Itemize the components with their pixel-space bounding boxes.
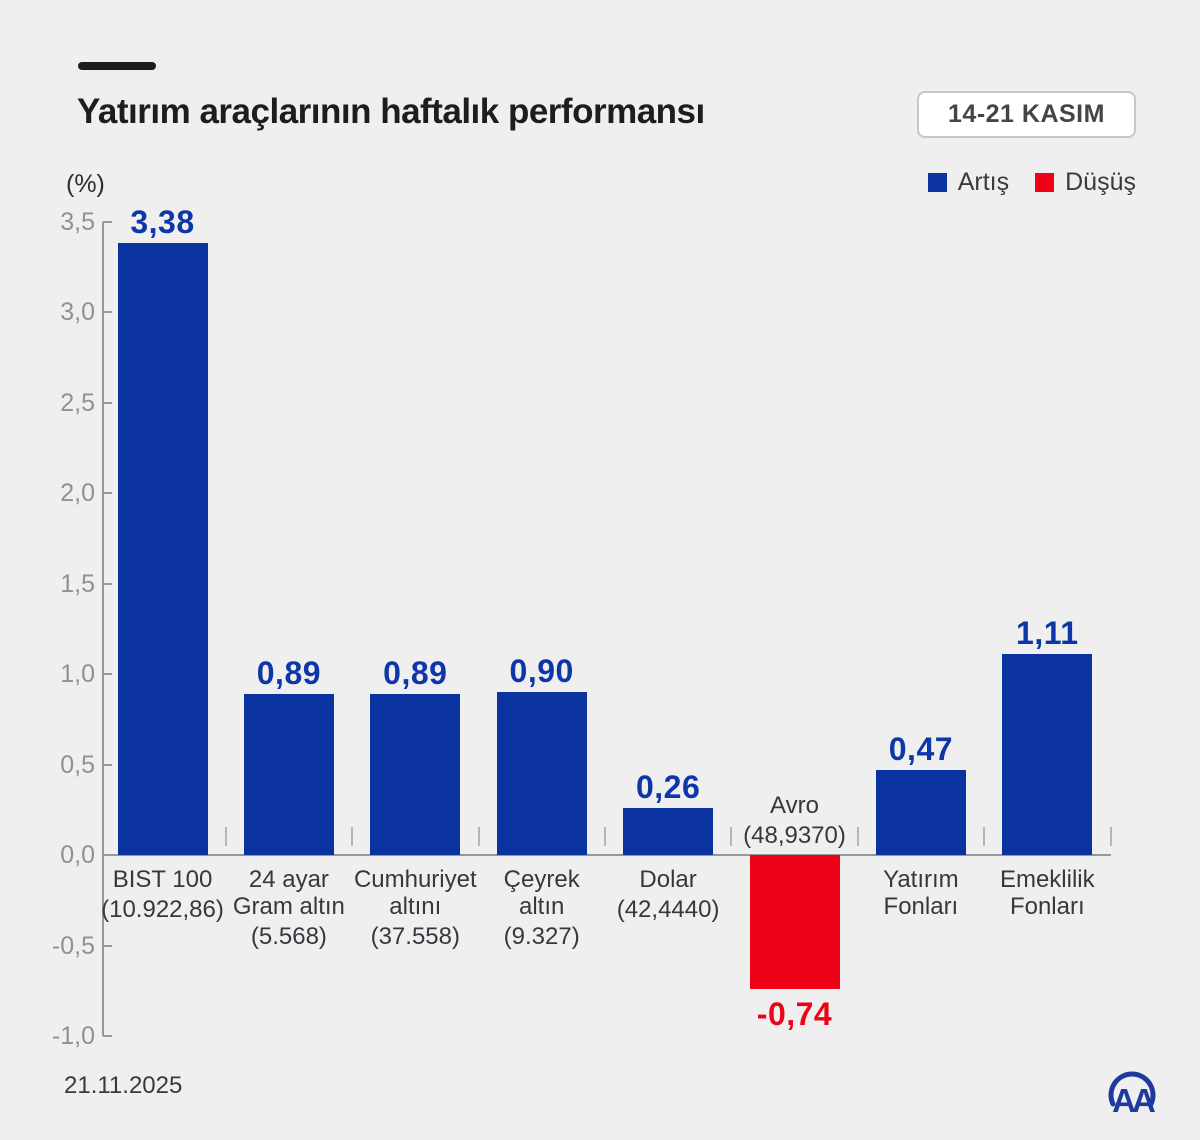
bar-value-label: 0,89 bbox=[256, 654, 322, 691]
category-label: BIST 100 (10.922,86) bbox=[71, 866, 255, 923]
bar-value-label: 0,47 bbox=[888, 730, 954, 767]
y-tick-mark bbox=[103, 582, 112, 585]
bar-value-label: 0,89 bbox=[383, 654, 448, 691]
y-tick-label: 0,5 bbox=[60, 750, 95, 779]
bar-value-label: 1,11 bbox=[1016, 615, 1079, 652]
category-detail-value: (10.922,86) bbox=[101, 896, 224, 923]
bar-bist-100 bbox=[117, 243, 208, 855]
category-name-line: Gram altın bbox=[232, 893, 345, 920]
category-tick-mark bbox=[351, 827, 354, 846]
y-axis-line bbox=[102, 221, 104, 1036]
category-tick-mark bbox=[603, 827, 606, 846]
bar-value-label: 0,26 bbox=[635, 768, 701, 805]
footer-date: 21.11.2025 bbox=[64, 1072, 183, 1099]
category-name-line: Fonları bbox=[883, 893, 959, 920]
date-range-badge: 14-21 KASIM bbox=[917, 91, 1136, 138]
category-tick-mark bbox=[477, 827, 480, 846]
bar-cumhuriyet-altını bbox=[370, 693, 461, 855]
y-tick-mark bbox=[103, 311, 112, 313]
legend-decrease-swatch-icon bbox=[1035, 173, 1055, 192]
y-tick-mark bbox=[103, 673, 112, 675]
legend-decrease-label: Düşüş bbox=[1065, 168, 1136, 196]
category-tick-mark bbox=[983, 827, 986, 846]
category-label: 24 ayar Gram altın (5.568) bbox=[197, 866, 381, 950]
y-tick-mark bbox=[103, 944, 112, 947]
category-tick-mark bbox=[856, 827, 859, 846]
y-tick-label: 3,0 bbox=[60, 298, 95, 326]
svg-text:AA: AA bbox=[1112, 1082, 1155, 1116]
category-name-line: Çeyrek bbox=[503, 866, 580, 893]
category-name-line: Yatırım bbox=[883, 866, 959, 893]
category-name-line: altını bbox=[389, 893, 442, 920]
category-name-line: 24 ayar bbox=[248, 866, 329, 893]
category-tick-mark bbox=[730, 827, 733, 846]
bar-avro bbox=[749, 855, 840, 989]
y-tick-label: 0,0 bbox=[60, 841, 95, 869]
date-range-label: 14-21 KASIM bbox=[948, 100, 1105, 128]
aa-logo: AA bbox=[1108, 1071, 1159, 1116]
y-tick-label: -0,5 bbox=[51, 931, 95, 960]
category-tick-mark bbox=[1109, 827, 1112, 846]
y-tick-mark bbox=[103, 1035, 112, 1037]
x-axis-baseline bbox=[103, 854, 1111, 856]
category-name-line: Avro bbox=[770, 792, 819, 819]
bar-emeklilik-fonları bbox=[1002, 654, 1093, 855]
page-title: Yatırım araçlarının haftalık performansı bbox=[77, 92, 705, 131]
bar-value-label: -0,74 bbox=[756, 995, 833, 1032]
bar-dolar bbox=[623, 807, 714, 855]
legend-increase-label: Artış bbox=[957, 168, 1010, 196]
category-detail-value: (9.327) bbox=[503, 923, 580, 950]
category-detail-value: (37.558) bbox=[370, 923, 460, 950]
bar-çeyrek-altın bbox=[496, 692, 587, 855]
y-tick-mark bbox=[103, 763, 112, 766]
bar-24-ayar-gram-altın bbox=[243, 693, 334, 855]
category-label: Cumhuriyet altını (37.558) bbox=[323, 866, 507, 950]
y-tick-mark bbox=[103, 401, 112, 404]
title-dash bbox=[78, 62, 156, 70]
category-label: Yatırım Fonları bbox=[829, 866, 1013, 920]
category-detail-value: (42,4440) bbox=[616, 896, 720, 923]
category-tick-mark bbox=[224, 827, 227, 846]
y-tick-label: 2,0 bbox=[60, 479, 95, 507]
legend: Artış Düşüş bbox=[927, 168, 1136, 197]
category-name-line: Cumhuriyet bbox=[353, 866, 477, 893]
y-tick-mark bbox=[103, 220, 112, 223]
category-label: Dolar (42,4440) bbox=[576, 866, 760, 923]
bar-value-label: 0,90 bbox=[509, 653, 574, 690]
y-tick-label: 1,0 bbox=[60, 660, 95, 688]
category-name-line: Emeklilik bbox=[999, 866, 1095, 893]
legend-increase-swatch-icon bbox=[927, 173, 947, 192]
category-name-line: BIST 100 bbox=[112, 866, 213, 893]
category-name-line: Fonları bbox=[1009, 893, 1085, 920]
y-tick-label: -1,0 bbox=[51, 1022, 95, 1050]
y-tick-label: 3,5 bbox=[60, 207, 95, 236]
category-detail-value: (5.568) bbox=[250, 923, 327, 950]
bar-value-label: 3,38 bbox=[130, 204, 195, 241]
y-tick-mark bbox=[103, 854, 112, 856]
category-detail-value: (48,9370) bbox=[743, 822, 846, 849]
category-label: Avro (48,9370) bbox=[703, 792, 887, 849]
y-tick-label: 2,5 bbox=[60, 388, 95, 417]
category-name-line: Dolar bbox=[639, 866, 697, 893]
y-tick-label: 1,5 bbox=[60, 569, 95, 598]
y-axis-unit-label: (%) bbox=[66, 170, 105, 198]
category-label: Çeyrek altın (9.327) bbox=[450, 866, 634, 950]
category-name-line: altın bbox=[519, 893, 565, 920]
category-label: Emeklilik Fonları bbox=[955, 866, 1139, 920]
y-tick-mark bbox=[103, 492, 112, 494]
bar-yatırım-fonları bbox=[875, 769, 966, 855]
